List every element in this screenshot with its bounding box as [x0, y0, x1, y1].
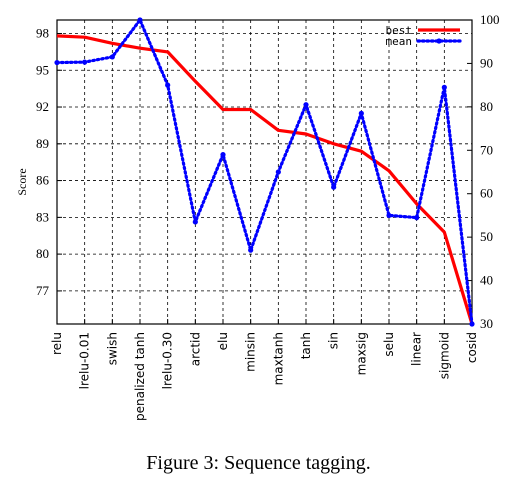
series-line-mean — [55, 18, 474, 326]
right-tick-label: 30 — [480, 316, 493, 331]
point-mean — [275, 169, 281, 175]
plot-frame — [56, 19, 473, 325]
left-tick-label: 86 — [36, 173, 50, 188]
category-label: swish — [105, 332, 119, 365]
point-mean — [441, 84, 447, 90]
point-mean — [358, 110, 364, 116]
figure-caption: Figure 3: Sequence tagging. — [146, 452, 371, 474]
category-label: tanh — [299, 332, 313, 359]
category-label: maxtanh — [271, 332, 285, 385]
point-mean — [192, 219, 198, 225]
category-label: lrelu-0.01 — [78, 332, 92, 389]
point-mean — [331, 184, 337, 190]
point-mean — [109, 54, 115, 60]
right-tick-label: 50 — [480, 229, 493, 244]
category-label: arctid — [188, 332, 202, 366]
category-label: relu — [50, 332, 64, 355]
point-mean — [137, 17, 143, 23]
left-tick-label: 80 — [36, 246, 49, 261]
category-label: selu — [382, 332, 396, 357]
left-tick-label: 89 — [36, 136, 49, 151]
category-label: lrelu-0.30 — [161, 332, 175, 389]
right-tick-label: 60 — [480, 186, 493, 201]
category-label: sigmoid — [437, 332, 451, 379]
category-label: sin — [327, 332, 341, 349]
series-mean — [54, 17, 475, 327]
category-label: maxsig — [354, 332, 368, 375]
left-tick-label: 77 — [36, 283, 50, 298]
category-label: elu — [216, 332, 230, 350]
left-tick-label: 83 — [36, 209, 49, 224]
point-mean — [248, 247, 254, 253]
category-label: penalized tanh — [133, 332, 147, 421]
legend-label-mean: mean — [386, 35, 413, 48]
point-mean — [165, 82, 171, 88]
right-tick-label: 90 — [480, 55, 493, 70]
legend-marker-mean — [436, 38, 442, 44]
legend-label-best: best — [386, 24, 413, 37]
category-tick-labels: relu lrelu-0.01 swish penalized tanh lrelu-0… — [50, 332, 479, 421]
series-best — [56, 34, 474, 325]
left-tick-label: 95 — [36, 62, 49, 77]
point-mean — [469, 321, 475, 327]
right-tick-label: 70 — [480, 142, 493, 157]
left-tick-label: 92 — [36, 99, 49, 114]
category-label: linear — [410, 332, 424, 366]
point-mean — [386, 212, 392, 219]
point-mean — [414, 215, 420, 221]
category-label: minsin — [244, 332, 258, 372]
axis-ticks — [56, 19, 473, 325]
right-tick-label: 80 — [480, 99, 493, 114]
grid-lines — [57, 20, 472, 324]
left-tick-label: 98 — [36, 25, 49, 40]
point-mean — [82, 59, 88, 65]
left-axis-tick-labels: 77 80 83 86 89 92 95 98 — [36, 25, 50, 297]
series-line-best — [56, 34, 474, 325]
point-mean — [220, 152, 226, 158]
right-tick-label: 40 — [480, 273, 493, 288]
point-mean — [54, 59, 60, 66]
point-mean — [303, 102, 309, 108]
right-tick-label: 100 — [480, 12, 500, 27]
category-label: cosid — [465, 332, 479, 363]
right-axis-tick-labels: 30 40 50 60 70 80 90 100 — [480, 12, 500, 331]
y-axis-label: Score — [15, 168, 29, 195]
